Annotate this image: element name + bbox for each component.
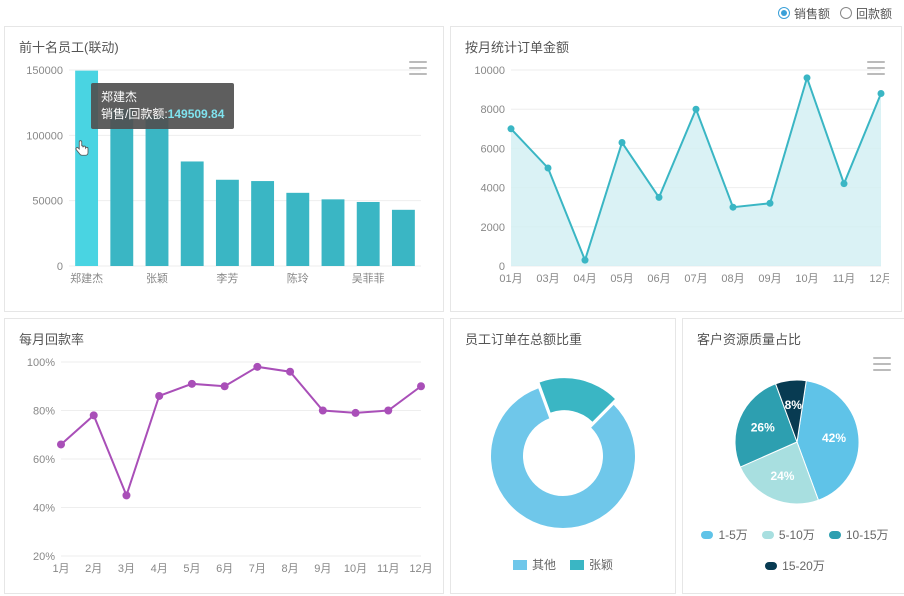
panel-title: 每月回款率 xyxy=(19,329,429,348)
svg-text:6月: 6月 xyxy=(216,563,233,575)
svg-text:吴菲菲: 吴菲菲 xyxy=(352,272,385,285)
metric-radio-group: 销售额 回款额 xyxy=(778,5,892,22)
svg-text:5月: 5月 xyxy=(183,563,200,575)
svg-text:24%: 24% xyxy=(770,469,794,483)
svg-text:60%: 60% xyxy=(33,454,55,466)
employee-donut-chart[interactable] xyxy=(465,352,661,552)
svg-text:8月: 8月 xyxy=(282,563,299,575)
svg-text:张颖: 张颖 xyxy=(146,272,168,285)
svg-text:0: 0 xyxy=(57,261,63,273)
svg-text:0: 0 xyxy=(499,261,505,273)
svg-text:05月: 05月 xyxy=(610,273,633,285)
return-rate-line-chart[interactable]: 20% 40% 60% 80% 100% 1月 2月 3月 4月 5月 6月 7月 8月 9月 10月 11月… xyxy=(19,352,431,582)
svg-text:150000: 150000 xyxy=(26,65,63,77)
monthly-area-chart[interactable]: 0 2000 4000 6000 8000 10000 01月 03月 04月 05月 06月 07月… xyxy=(465,60,889,296)
legend-item[interactable]: 10-15万 xyxy=(829,526,889,543)
legend-item[interactable]: 其他 xyxy=(513,556,556,573)
panel-title: 员工订单在总额比重 xyxy=(465,329,661,348)
svg-text:100%: 100% xyxy=(27,357,55,369)
svg-text:10月: 10月 xyxy=(344,563,367,575)
svg-text:26%: 26% xyxy=(751,420,775,434)
bottom-right-row: 员工订单在总额比重 其他 张颖 客户资源质量占比 42% 24% 26% 8% 1-5… xyxy=(450,318,902,594)
panel-return-rate: 每月回款率 20% 40% 60% 80% 100% 1月 2月 3月 4月 5月 6月 7月 8月 9月… xyxy=(4,318,444,594)
radio-returns-label: 回款额 xyxy=(856,5,892,22)
svg-text:1月: 1月 xyxy=(52,563,69,575)
menu-icon[interactable] xyxy=(867,61,885,75)
menu-icon[interactable] xyxy=(409,61,427,75)
panel-customer-quality: 客户资源质量占比 42% 24% 26% 8% 1-5万 5-10万 10-15万 1… xyxy=(682,318,904,594)
panel-title: 按月统计订单金额 xyxy=(465,37,887,56)
svg-text:01月: 01月 xyxy=(499,273,522,285)
donut-legend: 其他 张颖 xyxy=(465,556,661,573)
svg-text:07月: 07月 xyxy=(684,273,707,285)
svg-text:20%: 20% xyxy=(33,551,55,563)
svg-text:50000: 50000 xyxy=(32,196,63,208)
cursor-hand-icon xyxy=(73,137,93,161)
topbar: 销售额 回款额 xyxy=(0,0,904,26)
svg-text:6000: 6000 xyxy=(481,143,505,155)
svg-text:42%: 42% xyxy=(822,431,846,445)
svg-text:12月: 12月 xyxy=(409,563,431,575)
panel-top10-employees: 前十名员工(联动) 0 50000 100000 150000 郑建杰 张颖 李芳 陈玲 吴菲菲… xyxy=(4,26,444,312)
svg-text:04月: 04月 xyxy=(573,273,596,285)
svg-text:3月: 3月 xyxy=(118,563,135,575)
svg-text:10月: 10月 xyxy=(795,273,818,285)
radio-sales[interactable]: 销售额 xyxy=(778,5,830,22)
svg-text:2月: 2月 xyxy=(85,563,102,575)
svg-text:郑建杰: 郑建杰 xyxy=(70,271,103,285)
legend-item[interactable]: 5-10万 xyxy=(762,526,815,543)
svg-text:11月: 11月 xyxy=(833,273,855,285)
svg-text:8000: 8000 xyxy=(481,104,505,116)
svg-text:08月: 08月 xyxy=(721,273,744,285)
panel-employee-share: 员工订单在总额比重 其他 张颖 xyxy=(450,318,676,594)
legend-item[interactable]: 1-5万 xyxy=(701,526,747,543)
svg-text:100000: 100000 xyxy=(26,130,63,142)
svg-text:8%: 8% xyxy=(785,398,803,412)
customer-pie-chart[interactable]: 42% 24% 26% 8% xyxy=(697,352,893,522)
svg-text:2000: 2000 xyxy=(481,222,505,234)
svg-text:11月: 11月 xyxy=(377,563,399,575)
legend-item[interactable]: 15-20万 xyxy=(765,557,825,574)
svg-text:10000: 10000 xyxy=(474,65,505,77)
radio-sales-label: 销售额 xyxy=(794,5,830,22)
top10-bar-chart[interactable]: 0 50000 100000 150000 郑建杰 张颖 李芳 陈玲 吴菲菲 xyxy=(19,60,431,296)
svg-text:12月: 12月 xyxy=(869,273,889,285)
svg-text:陈玲: 陈玲 xyxy=(287,271,309,285)
svg-text:4000: 4000 xyxy=(481,183,505,195)
panel-monthly-amount: 按月统计订单金额 0 2000 4000 6000 8000 10000 01月 03月 04月… xyxy=(450,26,902,312)
svg-text:4月: 4月 xyxy=(151,563,168,575)
svg-text:03月: 03月 xyxy=(536,273,559,285)
svg-text:7月: 7月 xyxy=(249,563,266,575)
svg-text:06月: 06月 xyxy=(647,273,670,285)
radio-returns[interactable]: 回款额 xyxy=(840,5,892,22)
menu-icon[interactable] xyxy=(873,357,891,371)
svg-text:9月: 9月 xyxy=(314,563,331,575)
svg-text:09月: 09月 xyxy=(758,273,781,285)
panel-title: 前十名员工(联动) xyxy=(19,37,429,56)
svg-text:40%: 40% xyxy=(33,503,55,515)
legend-item[interactable]: 张颖 xyxy=(570,556,613,573)
svg-text:80%: 80% xyxy=(33,406,55,418)
svg-text:李芳: 李芳 xyxy=(216,271,238,285)
pie-legend: 1-5万 5-10万 10-15万 15-20万 xyxy=(697,526,893,574)
panel-title: 客户资源质量占比 xyxy=(697,329,893,348)
